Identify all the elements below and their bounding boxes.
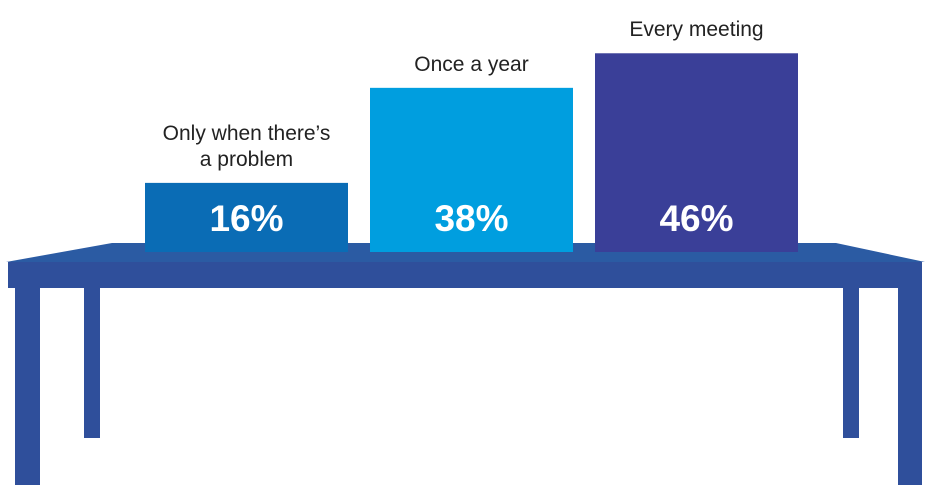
value-label: 16% (209, 198, 284, 239)
category-label: Only when there’s a problem (162, 121, 331, 171)
table-leg (843, 288, 859, 438)
category-label: Once a year (414, 52, 529, 76)
category-label: Every meeting (629, 18, 764, 42)
table-leg (898, 288, 922, 485)
table-leg (15, 288, 40, 485)
bar (595, 53, 798, 252)
table-leg (84, 288, 100, 438)
table (6, 243, 925, 485)
table-front (8, 262, 922, 288)
value-label: 38% (434, 198, 509, 239)
value-label: 46% (659, 198, 734, 239)
bar (145, 182, 348, 252)
bar (370, 87, 573, 252)
